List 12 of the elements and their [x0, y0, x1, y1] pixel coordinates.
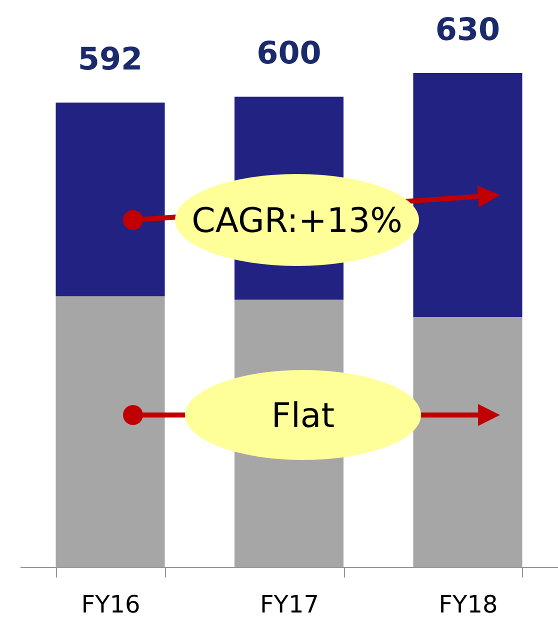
annotation: 630	[435, 12, 500, 48]
annotation: CAGR:+13%	[192, 201, 402, 241]
x-tick-label: FY16	[81, 590, 140, 618]
annotation: Flat	[271, 396, 335, 436]
bar	[413, 73, 522, 318]
bar	[413, 317, 522, 567]
x-tick-label: FY18	[438, 590, 498, 618]
bar	[56, 102, 165, 296]
annotation: 600	[256, 36, 322, 72]
bar	[56, 296, 165, 567]
x-tick-label: FY17	[260, 590, 320, 618]
annotation: 592	[78, 42, 143, 78]
